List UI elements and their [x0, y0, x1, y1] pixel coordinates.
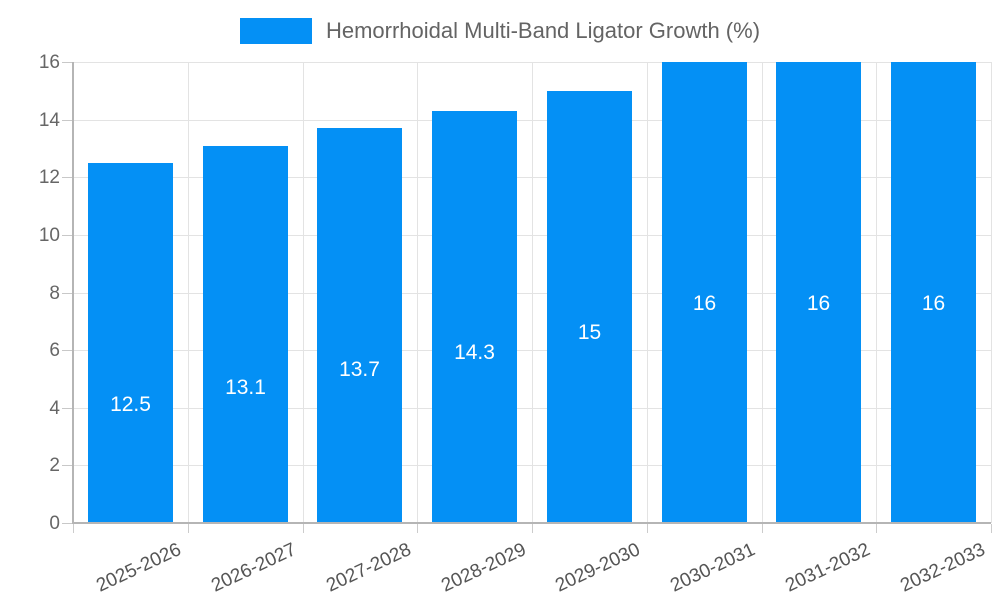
gridline-vertical — [762, 62, 763, 523]
x-axis-tick-mark — [303, 524, 304, 533]
gridline-vertical — [188, 62, 189, 523]
x-axis-tick-label: 2031-2032 — [782, 539, 874, 597]
x-axis-tick-mark — [188, 524, 189, 533]
y-axis-tick-label: 14 — [38, 109, 60, 131]
y-axis-tick-label: 4 — [49, 397, 60, 419]
y-axis-tick-label: 8 — [49, 282, 60, 304]
y-axis-tick-mark — [62, 177, 72, 179]
gridline-vertical — [876, 62, 877, 523]
gridline-vertical — [991, 62, 992, 523]
x-axis-line — [73, 522, 991, 524]
y-axis-line — [72, 62, 74, 524]
y-axis-tick-mark — [62, 465, 72, 467]
y-axis-tick-mark — [62, 350, 72, 352]
y-axis-tick-label: 6 — [49, 340, 60, 362]
y-axis-tick-mark — [62, 407, 72, 409]
y-axis-tick-mark — [62, 292, 72, 294]
y-axis-tick-label: 2 — [49, 455, 60, 477]
x-axis-tick-mark — [876, 524, 877, 533]
bar-value-label: 16 — [806, 292, 831, 315]
y-axis-tick-label: 12 — [38, 167, 60, 189]
bar-value-label: 15 — [577, 320, 602, 344]
bar[interactable] — [776, 62, 861, 523]
gridline-vertical — [647, 62, 648, 523]
y-axis-tick-label: 16 — [38, 52, 60, 73]
bar-value-label: 16 — [921, 292, 946, 315]
legend-swatch-series-1[interactable] — [239, 18, 312, 44]
bar[interactable] — [662, 62, 747, 523]
bar-value-label: 12.5 — [110, 392, 151, 416]
x-axis-tick-mark — [532, 524, 533, 533]
bar-value-label: 14.3 — [454, 340, 495, 364]
bar[interactable] — [547, 90, 632, 523]
y-axis-tick-label: 10 — [38, 224, 60, 246]
y-axis-tick-mark — [62, 119, 72, 121]
x-axis-tick-label: 2027-2028 — [323, 539, 415, 597]
bar-value-label: 16 — [692, 292, 717, 315]
x-axis-tick-mark — [647, 524, 648, 533]
bar[interactable] — [432, 110, 517, 523]
x-axis-tick-label: 2026-2027 — [208, 539, 300, 597]
y-axis-tick-mark — [62, 62, 72, 63]
bar[interactable] — [317, 128, 402, 523]
x-axis-tick-mark — [417, 524, 418, 533]
x-axis-tick-mark — [73, 524, 74, 533]
gridline-vertical — [303, 62, 304, 523]
bar[interactable] — [203, 145, 288, 523]
bar-value-label: 13.1 — [225, 375, 266, 399]
legend-label-series-1[interactable]: Hemorrhoidal Multi-Band Ligator Growth (… — [325, 18, 761, 43]
x-axis-tick-label: 2025-2026 — [93, 539, 185, 597]
x-axis-tick-mark — [762, 524, 763, 533]
y-axis-tick-mark — [62, 523, 72, 524]
gridline-vertical — [417, 62, 418, 523]
x-axis-tick-label: 2028-2029 — [437, 539, 530, 597]
plot-area: 12.5 13.1 13.7 14.3 15 16 16 16 — [73, 62, 992, 524]
y-axis-tick-mark — [62, 234, 72, 236]
chart-legend: Hemorrhoidal Multi-Band Ligator Growth (… — [0, 14, 1000, 48]
gridline-vertical — [532, 62, 533, 523]
x-axis-tick-label: 2032-2033 — [896, 539, 989, 597]
x-axis-tick-label: 2030-2031 — [667, 539, 759, 597]
x-axis-tick-mark — [991, 524, 992, 533]
bar[interactable] — [88, 162, 173, 523]
x-axis-tick-label: 2029-2030 — [552, 539, 644, 597]
y-axis-tick-label: 0 — [49, 513, 60, 534]
bar-value-label: 13.7 — [339, 358, 380, 382]
bar[interactable] — [891, 62, 976, 523]
